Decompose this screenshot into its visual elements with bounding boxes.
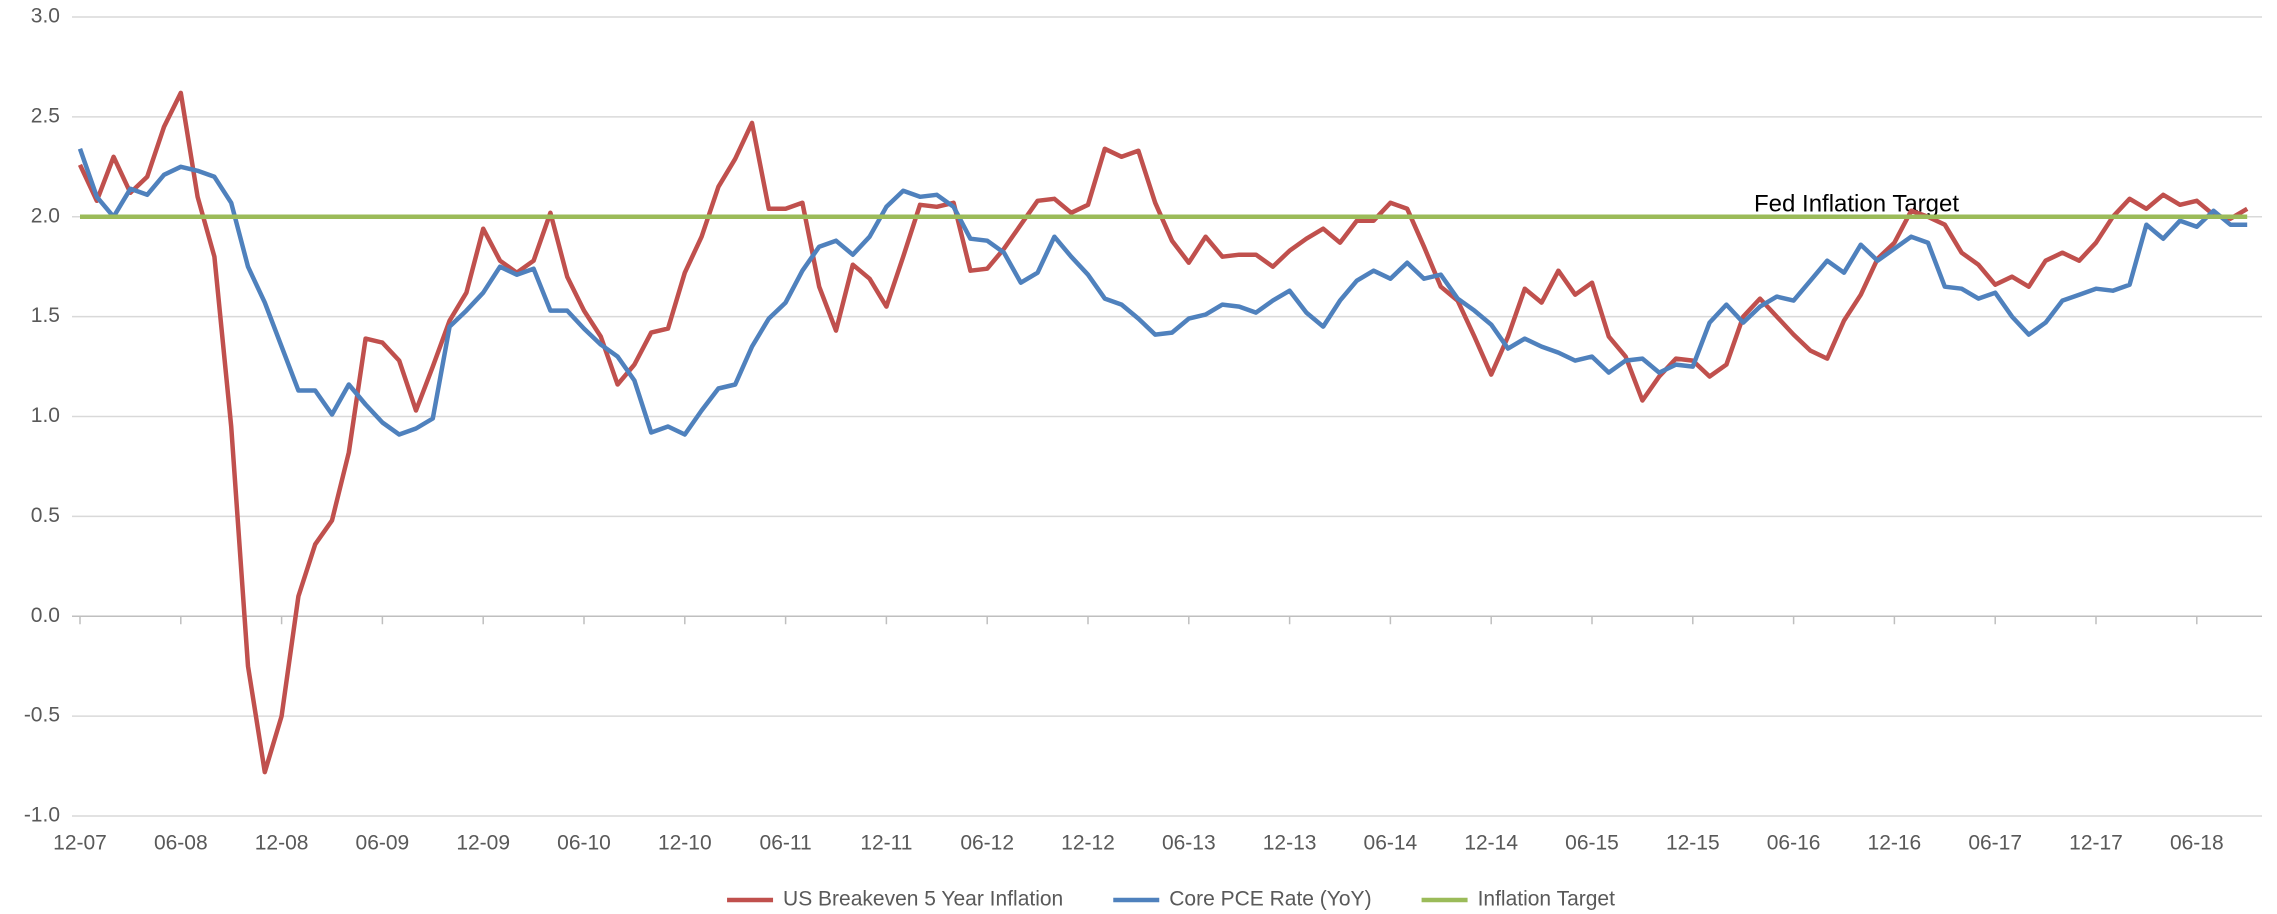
legend-label: US Breakeven 5 Year Inflation <box>783 888 1063 911</box>
x-tick-label: 12-16 <box>1868 832 1922 855</box>
y-tick-label: 1.0 <box>31 404 60 427</box>
x-tick-label: 12-10 <box>658 832 712 855</box>
x-tick-label: 12-13 <box>1263 832 1317 855</box>
y-tick-label: 0.0 <box>31 604 60 627</box>
x-tick-label: 12-15 <box>1666 832 1720 855</box>
x-tick-label: 06-14 <box>1364 832 1418 855</box>
line-series <box>77 90 2249 775</box>
x-tick-label: 06-15 <box>1565 832 1619 855</box>
y-tick-label: -0.5 <box>24 704 60 727</box>
y-tick-label: 1.5 <box>31 304 60 327</box>
legend-label: Core PCE Rate (YoY) <box>1169 888 1371 911</box>
y-tick-label: -1.0 <box>24 804 60 827</box>
line-series <box>77 148 2248 437</box>
x-tick-label: 06-13 <box>1162 832 1216 855</box>
x-tick-label: 12-08 <box>255 832 309 855</box>
x-tick-label: 06-18 <box>2170 832 2224 855</box>
x-tick-label: 12-09 <box>456 832 510 855</box>
x-tick-label: 12-17 <box>2069 832 2123 855</box>
y-tick-label: 2.5 <box>31 104 60 127</box>
x-tick-label: 06-12 <box>960 832 1014 855</box>
x-tick-label: 06-08 <box>154 832 208 855</box>
x-tick-label: 06-16 <box>1767 832 1821 855</box>
y-tick-label: 0.5 <box>31 504 60 527</box>
x-tick-label: 06-09 <box>356 832 410 855</box>
y-tick-label: 3.0 <box>31 5 60 28</box>
x-tick-label: 12-11 <box>860 832 912 855</box>
x-tick-label: 12-14 <box>1464 832 1518 855</box>
y-tick-label: 2.0 <box>31 204 60 227</box>
x-tick-label: 06-11 <box>760 832 812 855</box>
legend-label: Inflation Target <box>1478 888 1616 911</box>
x-tick-label: 12-07 <box>53 832 107 855</box>
annotation: Fed Inflation Target <box>1754 190 1959 217</box>
x-tick-label: 12-12 <box>1061 832 1115 855</box>
x-tick-label: 06-10 <box>557 832 611 855</box>
x-tick-label: 06-17 <box>1968 832 2022 855</box>
